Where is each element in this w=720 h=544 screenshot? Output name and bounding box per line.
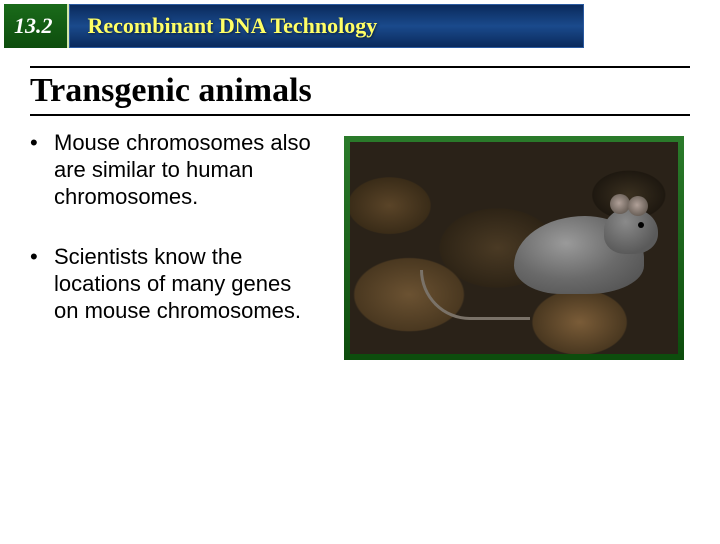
bullet-item: • Scientists know the locations of many … — [30, 244, 320, 324]
section-number-badge: 13.2 — [4, 4, 69, 48]
mouse-head-shape — [604, 208, 658, 254]
bullet-text: Scientists know the locations of many ge… — [54, 244, 320, 324]
bullet-item: • Mouse chromosomes also are similar to … — [30, 130, 320, 210]
slide-body: • Mouse chromosomes also are similar to … — [30, 130, 690, 360]
bullet-column: • Mouse chromosomes also are similar to … — [30, 130, 320, 360]
image-column — [344, 130, 690, 360]
mouse-ear-shape — [628, 196, 648, 216]
section-header: 13.2 Recombinant DNA Technology — [4, 4, 584, 48]
section-title-text: Recombinant DNA Technology — [88, 13, 378, 39]
bullet-text: Mouse chromosomes also are similar to hu… — [54, 130, 320, 210]
bullet-dot-icon: • — [30, 130, 54, 210]
section-number-text: 13.2 — [14, 13, 53, 39]
slide-content: Transgenic animals • Mouse chromosomes a… — [0, 48, 720, 360]
mouse-ear-shape — [610, 194, 630, 214]
slide-title: Transgenic animals — [30, 66, 690, 116]
bullet-dot-icon: • — [30, 244, 54, 324]
mouse-eye-shape — [638, 222, 644, 228]
section-title-bar: Recombinant DNA Technology — [69, 4, 585, 48]
mouse-photo-frame — [344, 136, 684, 360]
